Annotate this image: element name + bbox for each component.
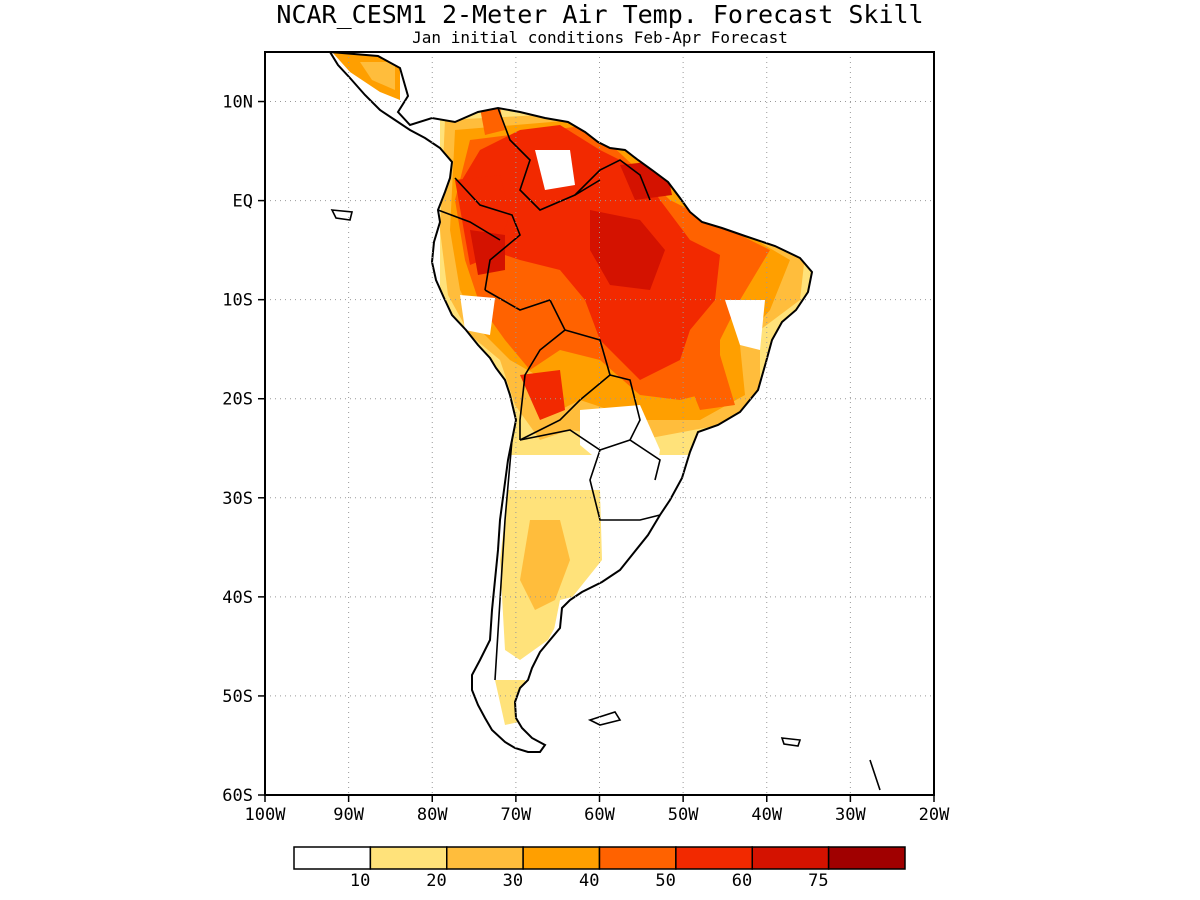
x-tick-label: 20W — [919, 805, 950, 825]
colorbar-swatch — [598, 846, 677, 870]
x-tick-label: 80W — [417, 805, 448, 825]
y-axis: 10N EQ 10S 20S 30S 40S 50S 60S — [222, 93, 265, 806]
y-tick-label: 40S — [222, 588, 253, 608]
colorbar-label: 50 — [655, 871, 675, 891]
x-tick-label: 90W — [333, 805, 364, 825]
colorbar-swatch — [751, 846, 830, 870]
x-tick-label: 30W — [835, 805, 866, 825]
colorbar-swatch — [675, 846, 753, 870]
coastline — [328, 52, 814, 753]
x-tick-label: 60W — [584, 805, 615, 825]
y-tick-label: 30S — [222, 489, 253, 509]
colorbar-swatch — [369, 846, 448, 870]
map-subtitle: Jan initial conditions Feb-Apr Forecast — [412, 28, 788, 47]
y-tick-label: 20S — [222, 390, 253, 410]
colorbar-swatch — [522, 846, 601, 870]
x-tick-label: 100W — [245, 805, 287, 825]
islands — [330, 209, 881, 791]
y-tick-label: EQ — [233, 192, 253, 212]
skill-shading — [332, 52, 812, 725]
colorbar-swatch — [293, 846, 372, 870]
x-tick-label: 40W — [751, 805, 782, 825]
map-title: NCAR_CESM1 2-Meter Air Temp. Forecast Sk… — [276, 0, 924, 29]
colorbar-label: 40 — [579, 871, 599, 891]
x-tick-label: 70W — [501, 805, 532, 825]
colorbar-label: 10 — [350, 871, 370, 891]
y-tick-label: 10N — [222, 93, 253, 113]
colorbar-label: 30 — [503, 871, 523, 891]
y-tick-label: 10S — [222, 291, 253, 311]
colorbar-label: 60 — [732, 871, 752, 891]
country-borders — [437, 107, 661, 681]
colorbar-label: 75 — [808, 871, 828, 891]
x-axis: 100W 90W 80W 70W 60W 50W 40W 30W 20W — [245, 795, 950, 825]
y-tick-label: 60S — [222, 786, 253, 806]
colorbar: 10 20 30 40 50 60 75 — [293, 846, 906, 891]
colorbar-label: 20 — [426, 871, 446, 891]
y-tick-label: 50S — [222, 687, 253, 707]
x-tick-label: 50W — [668, 805, 699, 825]
colorbar-swatch — [827, 846, 906, 870]
colorbar-swatch — [446, 846, 524, 870]
